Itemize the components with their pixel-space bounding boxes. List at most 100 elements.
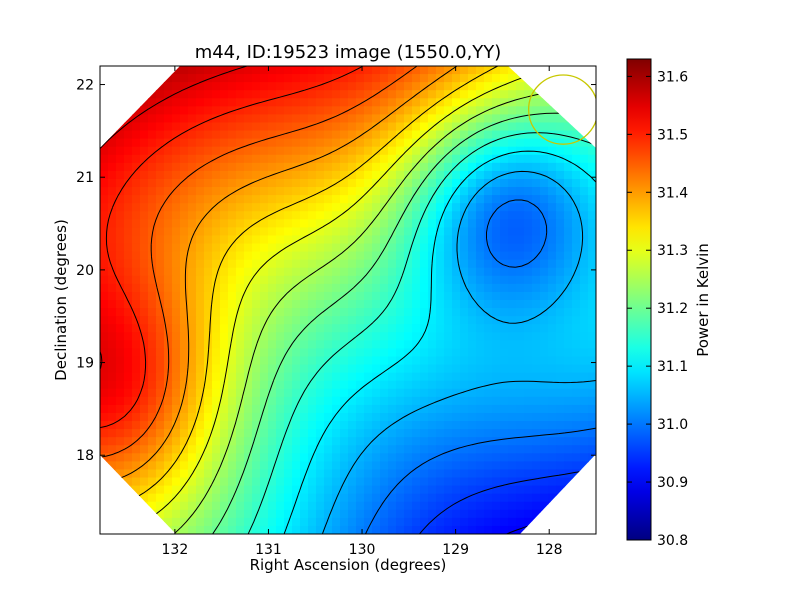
heatmap-cell [540, 178, 549, 188]
heatmap-cell [268, 98, 277, 107]
heatmap-cell [196, 211, 205, 220]
heatmap-cell [204, 324, 213, 333]
heatmap-cell [212, 195, 221, 204]
heatmap-cell [228, 517, 237, 527]
heatmap-cell [372, 388, 381, 398]
heatmap-cell [556, 421, 565, 430]
heatmap-cell [212, 122, 221, 132]
heatmap-cell [156, 267, 165, 277]
heatmap-cell [252, 235, 261, 245]
heatmap-cell [188, 130, 197, 140]
heatmap-cell [556, 122, 565, 132]
heatmap-cell [348, 98, 357, 107]
heatmap-cell [508, 364, 517, 374]
heatmap-cell [348, 412, 357, 422]
heatmap-cell [316, 122, 325, 132]
heatmap-cell [300, 437, 309, 446]
heatmap-cell [220, 388, 229, 398]
heatmap-cell [124, 340, 133, 350]
heatmap-cell [100, 437, 109, 446]
heatmap-cell [276, 90, 285, 99]
heatmap-cell [460, 421, 469, 430]
heatmap-cell [236, 82, 245, 91]
heatmap-cell [308, 138, 317, 148]
heatmap-cell [532, 340, 541, 350]
heatmap-cell [436, 203, 445, 212]
heatmap-cell [228, 90, 237, 99]
heatmap-cell [540, 429, 549, 438]
heatmap-cell [348, 291, 357, 301]
heatmap-cell [100, 162, 109, 172]
heatmap-cell [452, 227, 461, 237]
heatmap-cell [196, 372, 205, 382]
heatmap-cell [460, 356, 469, 366]
heatmap-cell [404, 485, 413, 495]
heatmap-cell [156, 259, 165, 269]
heatmap-cell [196, 146, 205, 156]
heatmap-cell [476, 243, 485, 253]
heatmap-cell [140, 251, 149, 261]
heatmap-cell [484, 138, 493, 148]
heatmap-cell [452, 517, 461, 527]
heatmap-cell [396, 429, 405, 438]
heatmap-cell [324, 412, 333, 422]
heatmap-cell [212, 316, 221, 325]
heatmap-cell [204, 74, 213, 83]
heatmap-cell [508, 469, 517, 479]
heatmap-cell [420, 162, 429, 172]
heatmap-cell [244, 98, 253, 107]
heatmap-cell [548, 469, 557, 479]
heatmap-cell [460, 324, 469, 333]
heatmap-cell [508, 138, 517, 148]
heatmap-cell [492, 308, 501, 317]
heatmap-cell [500, 170, 509, 180]
heatmap-cell [492, 404, 501, 414]
heatmap-cell [412, 445, 421, 454]
heatmap-cell [156, 509, 165, 519]
heatmap-cell [156, 453, 165, 462]
heatmap-cell [188, 291, 197, 301]
heatmap-cell [180, 316, 189, 325]
heatmap-cell [204, 178, 213, 188]
heatmap-cell [524, 493, 533, 503]
heatmap-cell [116, 308, 125, 317]
heatmap-cell [436, 437, 445, 446]
heatmap-cell [548, 275, 557, 285]
heatmap-cell [468, 437, 477, 446]
heatmap-cell [524, 154, 533, 164]
heatmap-cell [204, 332, 213, 341]
heatmap-cell [572, 372, 581, 382]
heatmap-cell [124, 243, 133, 253]
heatmap-cell [404, 187, 413, 196]
heatmap-cell [396, 235, 405, 245]
heatmap-cell [460, 130, 469, 140]
heatmap-cell [236, 283, 245, 293]
heatmap-cell [364, 82, 373, 91]
heatmap-cell [300, 380, 309, 390]
heatmap-cell [196, 267, 205, 277]
heatmap-cell [564, 138, 573, 148]
heatmap-cell [244, 412, 253, 422]
heatmap-cell [316, 404, 325, 414]
heatmap-cell [156, 372, 165, 382]
heatmap-cell [252, 291, 261, 301]
heatmap-cell [572, 251, 581, 261]
heatmap-cell [252, 66, 261, 75]
heatmap-cell [588, 372, 596, 382]
heatmap-cell [396, 138, 405, 148]
heatmap-cell [260, 348, 269, 358]
heatmap-cell [476, 219, 485, 228]
heatmap-cell [412, 501, 421, 511]
heatmap-cell [548, 477, 557, 487]
heatmap-cell [388, 493, 397, 503]
heatmap-cell [476, 372, 485, 382]
heatmap-cell [212, 356, 221, 366]
heatmap-cell [324, 146, 333, 156]
heatmap-cell [356, 429, 365, 438]
heatmap-cell [228, 372, 237, 382]
heatmap-cell [420, 493, 429, 503]
heatmap-cell [124, 469, 133, 479]
heatmap-cell [388, 275, 397, 285]
heatmap-cell [236, 138, 245, 148]
heatmap-cell [460, 178, 469, 188]
